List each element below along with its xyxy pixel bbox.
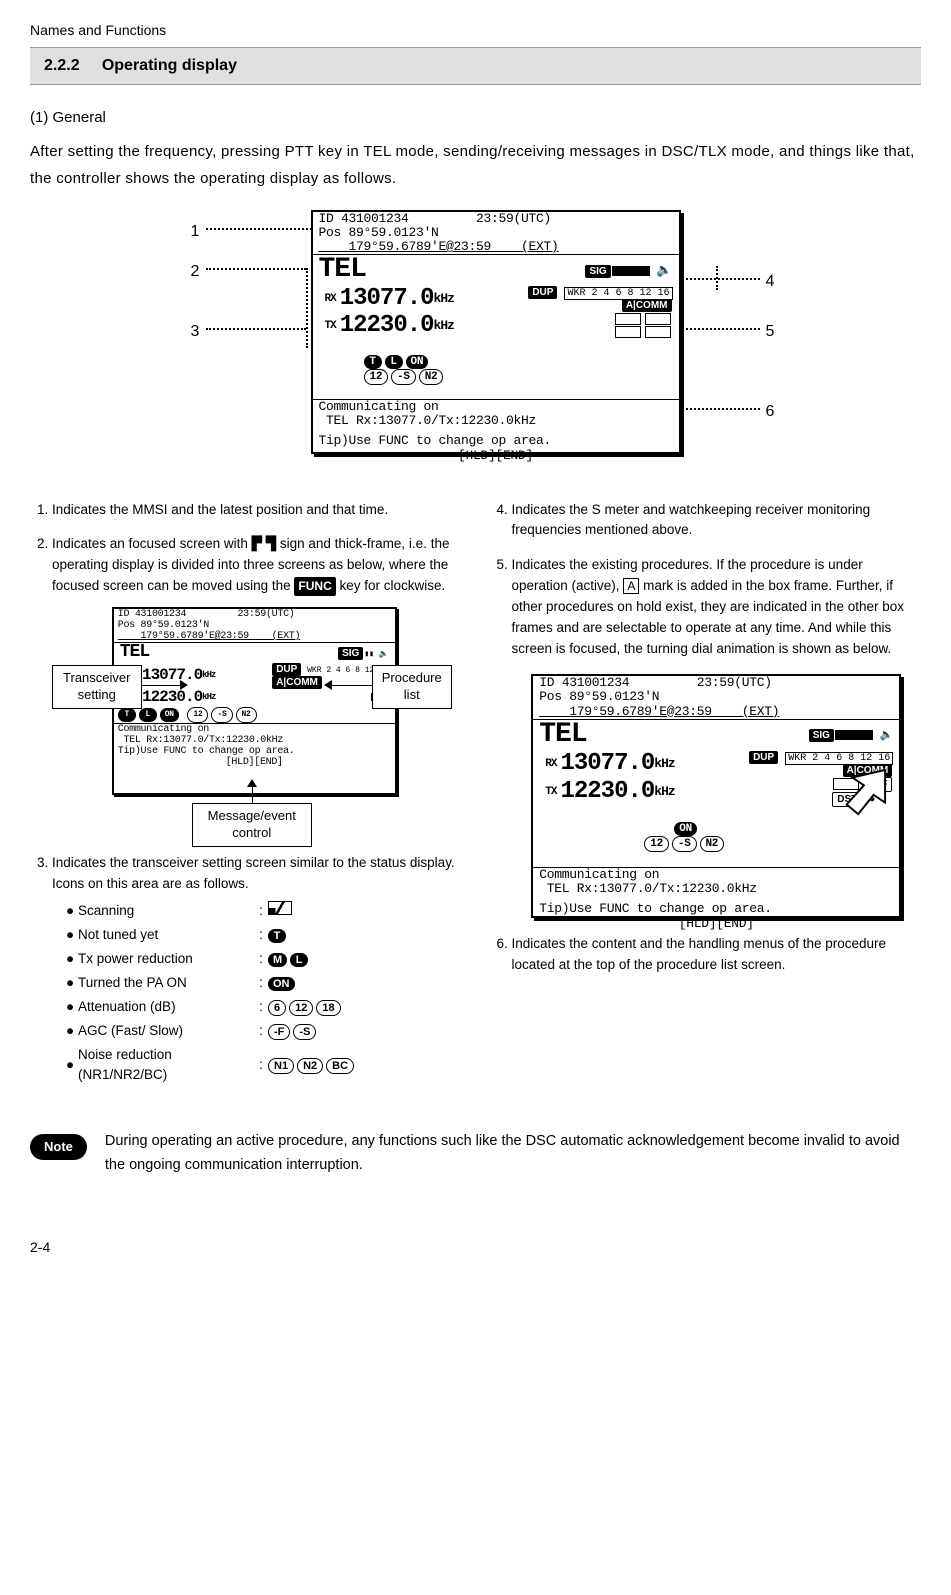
dup-badge: DUP [528,286,557,299]
item-3: Indicates the transceiver setting screen… [52,853,462,1086]
icon-label: Attenuation (dB) [78,997,254,1018]
icon-value: T [268,925,289,946]
intro-paragraph: After setting the frequency, pressing PT… [30,138,921,192]
pos-line2: 179°59.6789'E@23:59 (EXT) [313,240,679,254]
label-procedure: Procedure list [372,665,452,709]
mark-a: A [623,578,639,594]
icon-list: ●Scanning: ●Not tuned yet:T ●Tx power redu… [52,901,462,1086]
note-block: Note During operating an active procedur… [30,1130,921,1176]
icon-label: Turned the PA ON [78,973,254,994]
icon-value: -F-S [268,1021,319,1042]
acomm-badge: A|COMM [622,299,672,312]
rx-unit: kHz [434,292,454,306]
item-2: Indicates an focused screen with ▛ ▜ sig… [52,534,462,837]
left-column: Indicates the MMSI and the latest positi… [30,500,462,1101]
callout-2: 2 [191,260,200,284]
turn-arrow-icon [839,768,887,816]
icon-row: ●Attenuation (dB):61218 [66,997,462,1018]
icon-row: ●Noise reduction (NR1/NR2/BC):N1N2BC [66,1045,462,1087]
sig-label: SIG [585,265,610,278]
section-title-text: Operating display [102,57,237,74]
label-message: Message/event control [192,803,312,847]
list-1-3: Indicates the MMSI and the latest positi… [30,500,462,1087]
scan-icon [268,901,292,915]
icon-value [268,901,292,922]
comm-detail: TEL Rx:13077.0/Tx:12230.0kHz [313,414,679,428]
subsection: (1) General [30,107,921,130]
item-4: Indicates the S meter and watchkeeping r… [512,500,922,542]
tx-unit: kHz [434,319,454,333]
callout-4: 4 [766,270,775,294]
note-text: During operating an active procedure, an… [105,1130,921,1176]
right-column: Indicates the S meter and watchkeeping r… [490,500,922,1101]
icon-row: ●AGC (Fast/ Slow):-F-S [66,1021,462,1042]
callout-3: 3 [191,320,200,344]
section-title: 2.2.2 Operating display [30,47,921,85]
item-5: Indicates the existing procedures. If th… [512,555,922,918]
icon-label: Not tuned yet [78,925,254,946]
icon-row: ●Turned the PA ON:ON [66,973,462,994]
pos-line1: Pos 89°59.0123'N [313,226,679,240]
icon-value: N1N2BC [268,1055,357,1076]
rx-label: RX [325,293,336,305]
icon-value: 61218 [268,997,344,1018]
mini-diagram: ID 431001234 23:59(UTC) Pos 89°59.0123'N… [62,607,452,837]
icon-label: Scanning [78,901,254,922]
func-key: FUNC [294,577,335,596]
id-line: ID 431001234 23:59(UTC) [313,212,679,226]
rx-freq: 13077.0 [340,286,434,312]
callout-1: 1 [191,220,200,244]
speaker-icon: 🔈 [656,264,672,278]
content-columns: Indicates the MMSI and the latest positi… [30,500,921,1101]
second-screen-wrap: ID 431001234 23:59(UTC) Pos 89°59.0123'N… [531,674,901,918]
page-header: Names and Functions [30,20,921,41]
callout-6: 6 [766,400,775,424]
label-transceiver: Transceiver setting [52,665,142,709]
main-screen: ID 431001234 23:59(UTC) Pos 89°59.0123'N… [311,210,681,454]
icon-row: ●Not tuned yet:T [66,925,462,946]
icon-label: AGC (Fast/ Slow) [78,1021,254,1042]
tip-line: Tip)Use FUNC to change op area. [313,434,679,448]
page-number: 2-4 [30,1237,921,1258]
icon-value: ON [268,973,298,994]
icon-row: ●Tx power reduction:ML [66,949,462,970]
icon-label: Noise reduction (NR1/NR2/BC) [78,1045,254,1087]
menu-line: [HLD][END] [313,449,679,463]
tx-label: TX [325,320,336,332]
tel-label: TEL [319,255,366,286]
main-diagram: 1 2 3 4 5 6 ID 431001234 23:59(UTC) Pos … [76,210,876,470]
item-6: Indicates the content and the handling m… [512,934,922,976]
tx-freq: 12230.0 [340,313,434,339]
list-4-6: Indicates the S meter and watchkeeping r… [490,500,922,976]
note-label: Note [30,1134,87,1160]
item-1: Indicates the MMSI and the latest positi… [52,500,462,521]
section-number: 2.2.2 [44,57,80,74]
icon-row: ●Scanning: [66,901,462,922]
comm-on: Communicating on [313,400,679,414]
callout-5: 5 [766,320,775,344]
icon-value: ML [268,949,311,970]
mini-screen: ID 431001234 23:59(UTC) Pos 89°59.0123'N… [112,607,397,795]
icon-label: Tx power reduction [78,949,254,970]
